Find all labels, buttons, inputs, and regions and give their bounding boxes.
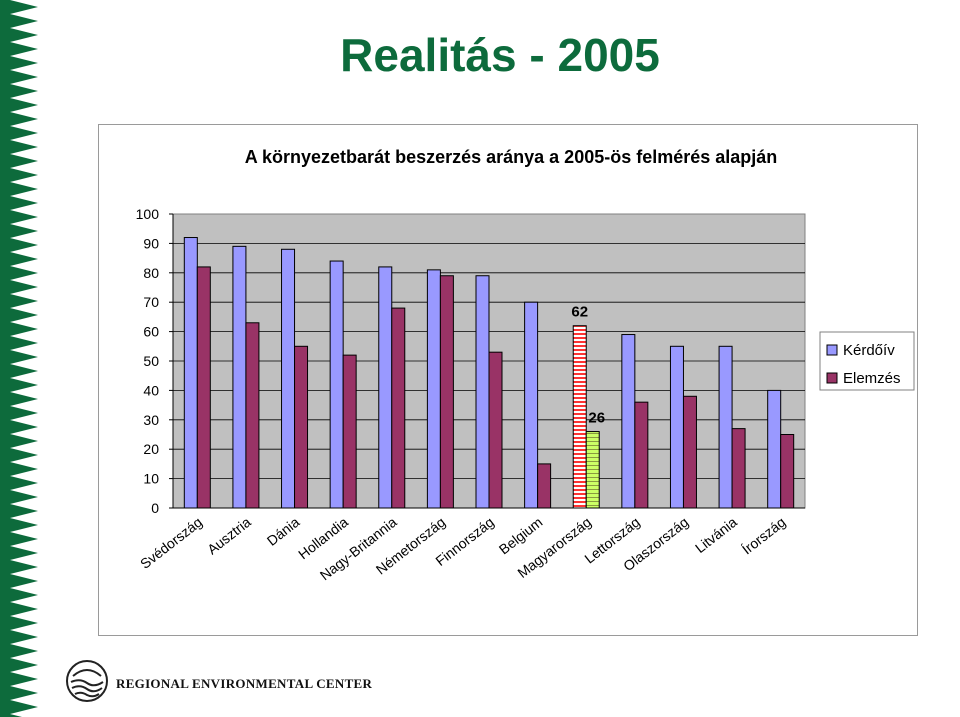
slide-title: Realitás - 2005	[340, 29, 660, 81]
legend-label: Elemzés	[843, 370, 901, 387]
y-tick-label: 60	[143, 324, 159, 340]
bar-kerdoiv	[572, 325, 587, 509]
bar-elemzes	[780, 434, 795, 509]
y-tick-label: 10	[143, 471, 159, 487]
x-tick-label: Svédország	[137, 514, 205, 572]
y-tick-label: 50	[143, 353, 159, 369]
data-label: 26	[588, 410, 605, 427]
bar-elemzes	[342, 354, 357, 509]
bar-kerdoiv	[183, 237, 198, 509]
bar-kerdoiv	[232, 245, 247, 509]
bar-elemzes	[488, 351, 503, 509]
legend: Kérdőív Elemzés	[819, 331, 915, 391]
bar-kerdoiv	[621, 334, 636, 509]
footer-organization: REGIONAL ENVIRONMENTAL CENTER	[116, 676, 373, 691]
decorative-left-border	[0, 0, 38, 717]
y-tick-label: 70	[143, 294, 159, 310]
bar-chart: A környezetbarát beszerzés aránya a 2005…	[136, 147, 915, 584]
rec-logo-icon	[66, 660, 108, 702]
legend-swatch	[826, 372, 838, 384]
legend-swatch	[826, 344, 838, 356]
bar-elemzes	[439, 275, 454, 509]
y-tick-label: 80	[143, 265, 159, 281]
x-tick-label: Dánia	[264, 514, 303, 549]
bar-elemzes	[731, 428, 746, 509]
bar-kerdoiv	[475, 275, 490, 509]
x-tick-label: Litvánia	[692, 514, 740, 556]
zigzag-pattern	[10, 0, 38, 717]
bar-elemzes	[245, 322, 260, 509]
bar-kerdoiv	[669, 345, 684, 509]
y-tick-label: 90	[143, 235, 159, 251]
bar-kerdoiv	[718, 345, 733, 509]
bar-elemzes	[196, 266, 211, 509]
y-tick-label: 30	[143, 412, 159, 428]
chart-title: A környezetbarát beszerzés aránya a 2005…	[245, 147, 778, 167]
bar-kerdoiv	[767, 389, 782, 509]
bar-elemzes	[634, 401, 649, 509]
bar-kerdoiv	[524, 301, 539, 509]
chart-frame: A környezetbarát beszerzés aránya a 2005…	[98, 124, 918, 636]
bar-elemzes	[391, 307, 406, 509]
legend-label: Kérdőív	[843, 342, 895, 359]
bar-kerdoiv	[281, 248, 296, 509]
bar-elemzes	[537, 463, 552, 509]
bar-kerdoiv	[329, 260, 344, 509]
bars: 62 26	[183, 237, 795, 509]
y-tick-label: 0	[151, 500, 159, 516]
y-tick-label: 100	[136, 206, 160, 222]
x-tick-label: Írország	[739, 514, 789, 558]
bar-kerdoiv	[426, 269, 441, 509]
y-tick-label: 20	[143, 441, 159, 457]
data-label: 62	[571, 304, 588, 321]
y-axis: 0 10 20 30 40 50 60 70 80 90 100	[136, 206, 805, 516]
y-tick-label: 40	[143, 382, 159, 398]
x-tick-label: Ausztria	[204, 514, 254, 558]
bar-elemzes	[585, 431, 600, 509]
bar-elemzes	[294, 345, 309, 509]
bar-elemzes	[682, 395, 697, 509]
bar-kerdoiv	[378, 266, 393, 509]
